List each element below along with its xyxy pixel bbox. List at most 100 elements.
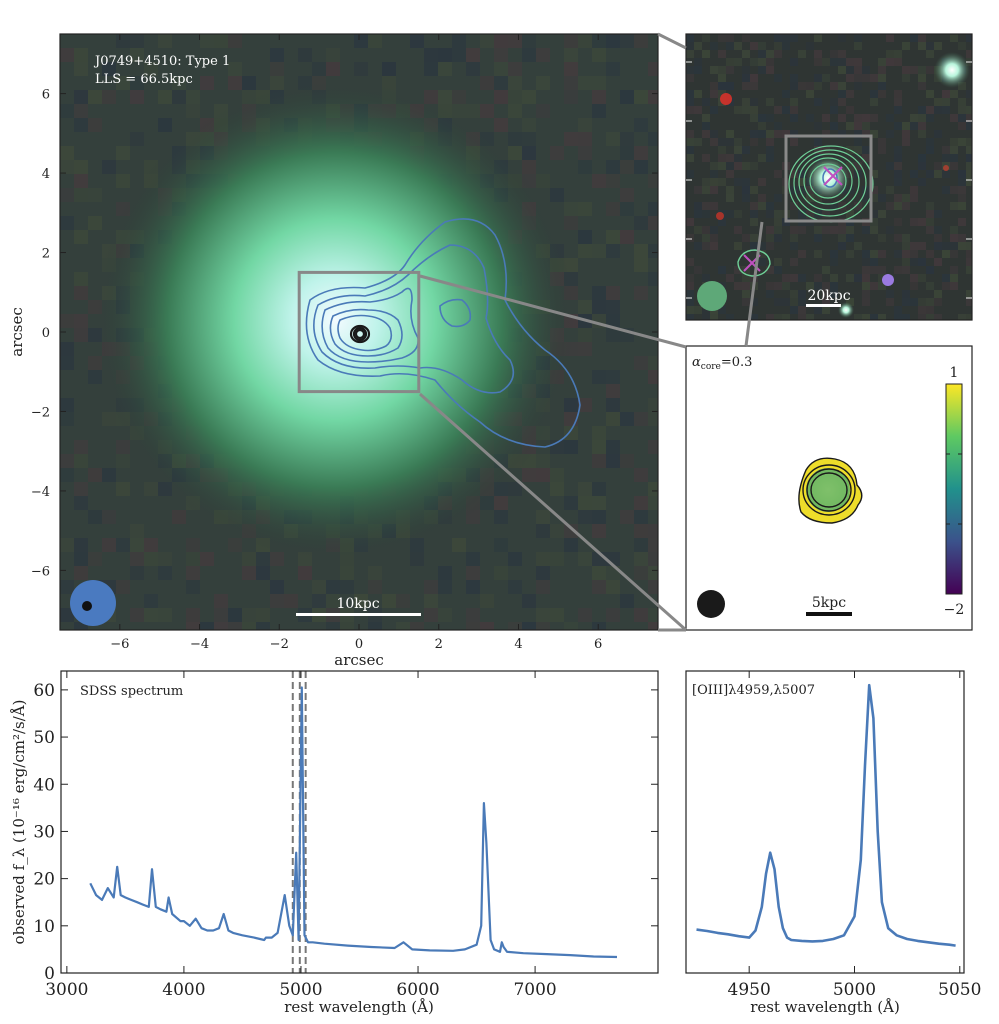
noise-pixel <box>634 34 648 48</box>
noise-pixel <box>686 218 694 226</box>
noise-pixel <box>694 202 702 210</box>
noise-pixel <box>410 34 424 48</box>
noise-pixel <box>734 138 742 146</box>
noise-pixel <box>846 210 854 218</box>
noise-pixel <box>814 234 822 242</box>
noise-pixel <box>648 580 658 594</box>
noise-pixel <box>256 566 270 580</box>
noise-pixel <box>606 370 620 384</box>
noise-pixel <box>606 580 620 594</box>
noise-pixel <box>74 118 88 132</box>
noise-pixel <box>578 118 592 132</box>
noise-pixel <box>74 160 88 174</box>
noise-pixel <box>750 42 758 50</box>
noise-pixel <box>726 138 734 146</box>
noise-pixel <box>734 106 742 114</box>
noise-pixel <box>522 118 536 132</box>
noise-pixel <box>966 162 972 170</box>
noise-pixel <box>846 90 854 98</box>
oiii-background <box>686 671 964 973</box>
noise-pixel <box>950 282 958 290</box>
noise-pixel <box>130 552 144 566</box>
noise-pixel <box>870 98 878 106</box>
noise-pixel <box>950 186 958 194</box>
noise-pixel <box>766 290 774 298</box>
noise-pixel <box>228 76 242 90</box>
noise-pixel <box>508 62 522 76</box>
noise-pixel <box>790 106 798 114</box>
noise-pixel <box>438 90 452 104</box>
noise-pixel <box>926 50 934 58</box>
noise-pixel <box>172 90 186 104</box>
noise-pixel <box>894 218 902 226</box>
noise-pixel <box>592 104 606 118</box>
noise-pixel <box>750 58 758 66</box>
noise-pixel <box>686 90 694 98</box>
noise-pixel <box>74 62 88 76</box>
noise-pixel <box>862 226 870 234</box>
noise-pixel <box>854 138 862 146</box>
spectrum-vlines <box>291 671 307 973</box>
noise-pixel <box>710 170 718 178</box>
noise-pixel <box>958 218 966 226</box>
connector-box-top <box>419 274 687 349</box>
core-beam <box>697 590 725 618</box>
noise-pixel <box>686 66 694 74</box>
noise-pixel <box>424 594 438 608</box>
noise-pixel <box>750 98 758 106</box>
main-image-title: J0749+4510: Type 1 <box>93 54 230 69</box>
noise-pixel <box>74 48 88 62</box>
noise-pixel <box>750 210 758 218</box>
noise-pixel <box>578 328 592 342</box>
noise-pixel <box>798 170 806 178</box>
noise-pixel <box>926 226 934 234</box>
noise-pixel <box>846 298 854 306</box>
noise-pixel <box>710 66 718 74</box>
noise-pixel <box>830 202 838 210</box>
noise-pixel <box>814 82 822 90</box>
noise-pixel <box>862 146 870 154</box>
noise-pixel <box>270 62 284 76</box>
noise-pixel <box>886 50 894 58</box>
noise-pixel <box>742 74 750 82</box>
noise-pixel <box>902 266 910 274</box>
noise-pixel <box>726 162 734 170</box>
noise-pixel <box>734 226 742 234</box>
noise-pixel <box>494 90 508 104</box>
noise-pixel <box>886 298 894 306</box>
noise-pixel <box>102 510 116 524</box>
noise-pixel <box>814 154 822 162</box>
noise-pixel <box>806 90 814 98</box>
noise-pixel <box>536 552 550 566</box>
noise-pixel <box>934 298 942 306</box>
noise-pixel <box>702 202 710 210</box>
noise-pixel <box>926 202 934 210</box>
noise-pixel <box>536 510 550 524</box>
noise-pixel <box>694 42 702 50</box>
noise-pixel <box>592 510 606 524</box>
noise-pixel <box>718 162 726 170</box>
noise-pixel <box>60 104 74 118</box>
noise-pixel <box>686 234 694 242</box>
noise-pixel <box>734 178 742 186</box>
noise-pixel <box>620 412 634 426</box>
noise-pixel <box>958 122 966 130</box>
noise-pixel <box>814 50 822 58</box>
noise-pixel <box>854 66 862 74</box>
noise-pixel <box>822 298 830 306</box>
noise-pixel <box>578 300 592 314</box>
noise-pixel <box>648 552 658 566</box>
noise-pixel <box>814 194 822 202</box>
noise-pixel <box>522 90 536 104</box>
noise-pixel <box>886 130 894 138</box>
red-source-small <box>716 212 724 220</box>
noise-pixel <box>200 76 214 90</box>
noise-pixel <box>536 608 550 622</box>
noise-pixel <box>870 226 878 234</box>
noise-pixel <box>742 186 750 194</box>
noise-pixel <box>942 98 950 106</box>
oiii-ticks: 4950 5000 5050 <box>728 671 981 1000</box>
noise-pixel <box>634 216 648 230</box>
noise-pixel <box>806 210 814 218</box>
